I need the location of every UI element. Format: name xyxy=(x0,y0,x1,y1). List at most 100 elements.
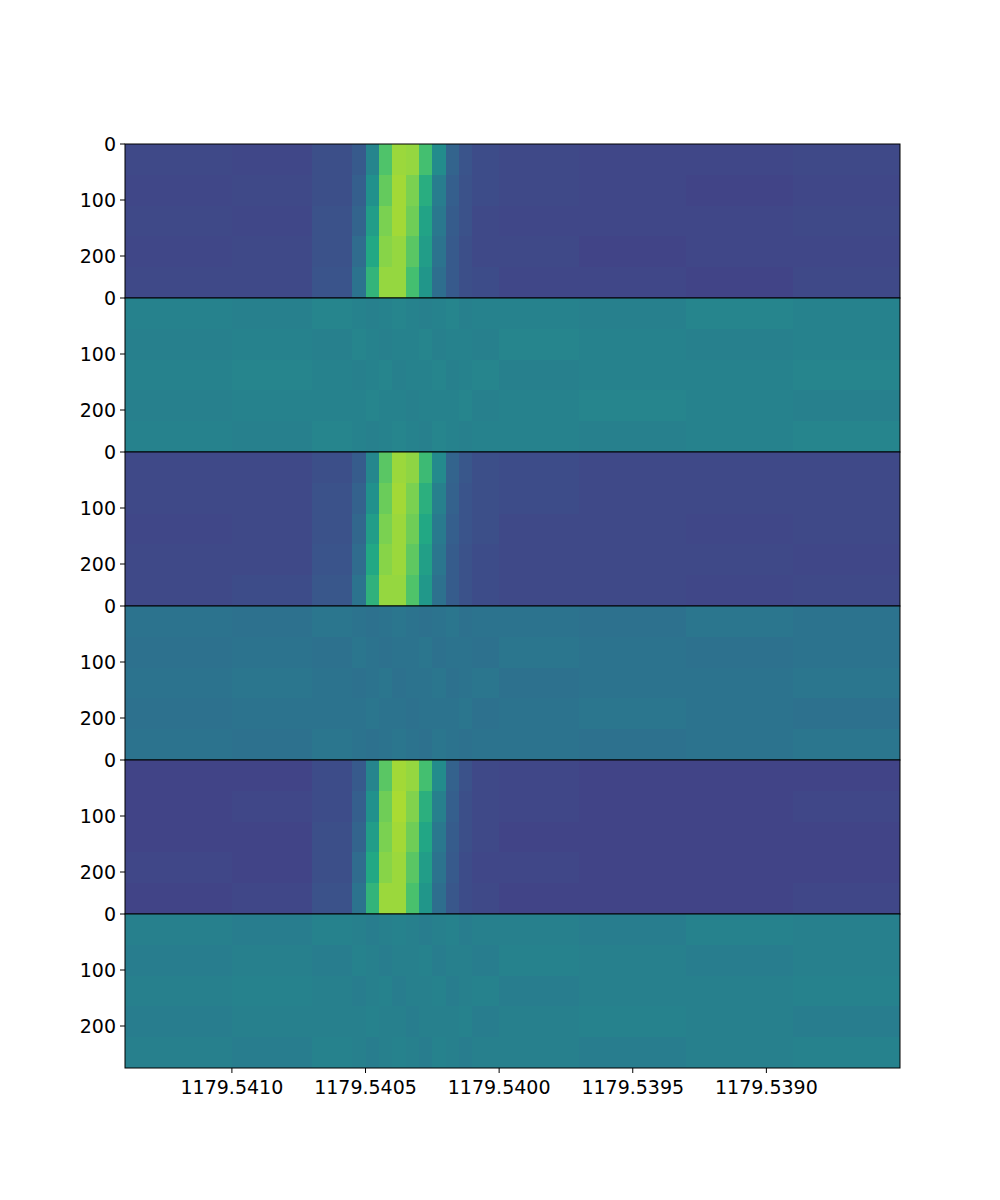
heatmap-cell xyxy=(312,637,353,668)
heatmap-cell xyxy=(446,606,460,637)
heatmap-cell xyxy=(446,360,460,391)
heatmap-cell xyxy=(686,976,793,1007)
heatmap-cell xyxy=(499,360,580,391)
heatmap-cell xyxy=(312,760,353,791)
heatmap-cell xyxy=(406,914,420,945)
heatmap-cell xyxy=(579,883,686,914)
heatmap-cell xyxy=(125,360,232,391)
heatmap-cell xyxy=(472,421,499,452)
heatmap-cell xyxy=(352,421,366,452)
heatmap-cell xyxy=(366,1006,380,1037)
heatmap-cell xyxy=(446,668,460,699)
heatmap-cell xyxy=(366,329,380,360)
heatmap-cell xyxy=(406,575,420,606)
heatmap-cell xyxy=(125,175,232,206)
heatmap-cell xyxy=(366,144,380,175)
heatmap-cell xyxy=(459,390,473,421)
y-tick xyxy=(120,760,125,761)
heatmap-cell xyxy=(499,606,580,637)
heatmap-cell xyxy=(472,483,499,514)
heatmap-cell xyxy=(579,1037,686,1068)
heatmap-cell xyxy=(472,914,499,945)
heatmap-cell xyxy=(446,729,460,760)
y-tick-label: 200 xyxy=(80,861,116,883)
y-tick-label: 0 xyxy=(104,287,116,309)
heatmap-cell xyxy=(312,514,353,545)
heatmap-cell xyxy=(352,668,366,699)
heatmap-cell xyxy=(312,175,353,206)
heatmap-cell xyxy=(459,760,473,791)
heatmap-cell xyxy=(793,267,900,298)
heatmap-cell xyxy=(446,236,460,267)
heatmap-cell xyxy=(459,267,473,298)
heatmap-cell xyxy=(419,360,433,391)
heatmap-cell xyxy=(446,544,460,575)
heatmap-cell xyxy=(459,606,473,637)
heatmap-cell xyxy=(472,760,499,791)
y-tick xyxy=(120,816,125,817)
heatmap-cell xyxy=(406,390,420,421)
y-tick xyxy=(120,872,125,873)
heatmap-cell xyxy=(446,637,460,668)
x-tick-label: 1179.5405 xyxy=(314,1076,417,1098)
heatmap-cell xyxy=(419,1006,433,1037)
heatmap-cell xyxy=(366,514,380,545)
heatmap-cell xyxy=(232,1006,313,1037)
heatmap-cell xyxy=(472,822,499,853)
heatmap-cell xyxy=(459,544,473,575)
heatmap-cell xyxy=(499,483,580,514)
heatmap-cell xyxy=(432,822,446,853)
y-tick-label: 0 xyxy=(104,441,116,463)
heatmap-cell xyxy=(459,1006,473,1037)
heatmap-cell xyxy=(232,390,313,421)
y-tick-label: 200 xyxy=(80,245,116,267)
heatmap-cell xyxy=(379,760,393,791)
heatmap-cell xyxy=(352,144,366,175)
heatmap-cell xyxy=(312,668,353,699)
heatmap-cell xyxy=(125,483,232,514)
heatmap-cell xyxy=(232,976,313,1007)
heatmap-cell xyxy=(366,883,380,914)
heatmap-cell xyxy=(499,729,580,760)
heatmap-cell xyxy=(793,976,900,1007)
heatmap-cell xyxy=(352,1006,366,1037)
heatmap-cell xyxy=(579,483,686,514)
heatmap-cell xyxy=(352,360,366,391)
heatmap-cell xyxy=(432,1006,446,1037)
heatmap-cell xyxy=(392,175,406,206)
heatmap-cell xyxy=(232,329,313,360)
heatmap-cell xyxy=(686,791,793,822)
heatmap-cell xyxy=(419,421,433,452)
heatmap-cell xyxy=(686,1006,793,1037)
heatmap-cell xyxy=(579,206,686,237)
heatmap-cell xyxy=(472,298,499,329)
heatmap-cell xyxy=(459,698,473,729)
heatmap-cell xyxy=(472,606,499,637)
heatmap-cell xyxy=(446,514,460,545)
heatmap-cell xyxy=(793,483,900,514)
heatmap-cell xyxy=(793,698,900,729)
heatmap-cell xyxy=(686,698,793,729)
heatmap-cell xyxy=(793,822,900,853)
heatmap-cell xyxy=(352,822,366,853)
heatmap-cell xyxy=(686,298,793,329)
heatmap-cell xyxy=(432,760,446,791)
heatmap-cell xyxy=(446,914,460,945)
heatmap-cell xyxy=(352,791,366,822)
y-tick-label: 200 xyxy=(80,553,116,575)
heatmap-cell xyxy=(579,298,686,329)
heatmap-cell xyxy=(366,544,380,575)
heatmap-cell xyxy=(472,852,499,883)
heatmap-cell xyxy=(499,1006,580,1037)
heatmap-cell xyxy=(446,267,460,298)
heatmap-cell xyxy=(419,822,433,853)
heatmap-cell xyxy=(366,1037,380,1068)
heatmap-cell xyxy=(419,698,433,729)
heatmap-cell xyxy=(499,175,580,206)
heatmap-cell xyxy=(459,236,473,267)
heatmap-cell xyxy=(793,1037,900,1068)
heatmap-cell xyxy=(459,514,473,545)
heatmap-cell xyxy=(472,206,499,237)
heatmap-cell xyxy=(392,144,406,175)
figure: 0100200010020001002000100200010020001002… xyxy=(0,0,1000,1200)
